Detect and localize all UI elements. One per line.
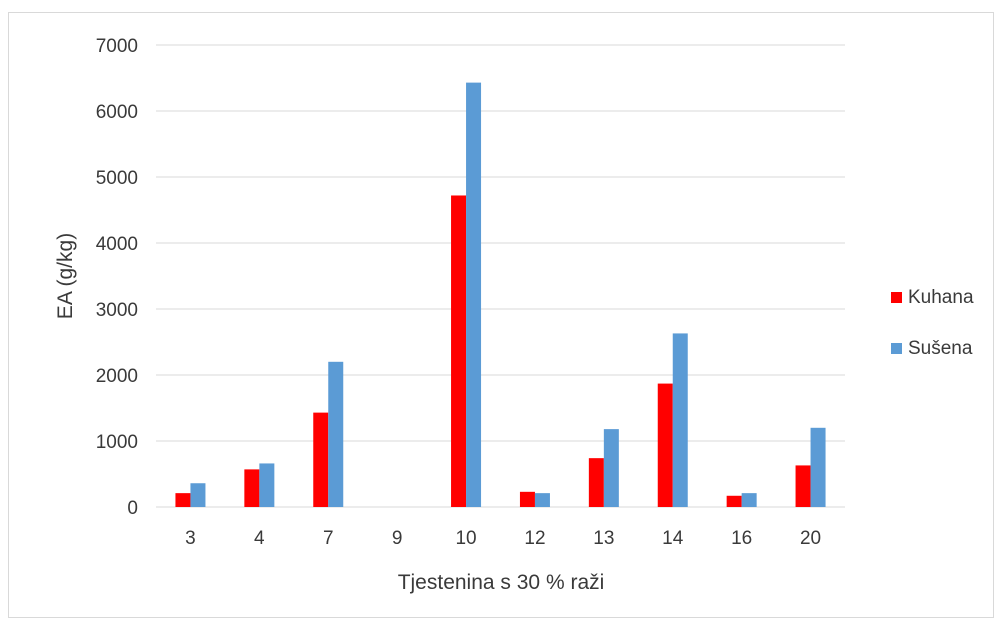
bar-susena-10 <box>466 82 482 508</box>
bar-kuhana-13 <box>588 458 604 507</box>
x-tick-label: 10 <box>455 528 476 549</box>
y-axis-title: EA (g/kg) <box>54 233 77 319</box>
legend: Kuhana Sušena <box>891 287 974 359</box>
y-axis-tick-labels: 0 1000 2000 3000 4000 5000 6000 7000 <box>96 36 138 519</box>
bars <box>175 82 826 508</box>
y-tick-label: 3000 <box>96 300 138 321</box>
x-tick-label: 13 <box>593 528 614 549</box>
x-axis-title: Tjestenina s 30 % raži <box>398 571 605 594</box>
y-tick-label: 5000 <box>96 168 138 189</box>
x-tick-label: 3 <box>185 528 196 549</box>
x-tick-label: 9 <box>392 528 403 549</box>
bar-kuhana-10 <box>451 195 467 508</box>
legend-swatch-susena <box>891 343 902 354</box>
bar-kuhana-4 <box>244 469 260 507</box>
bar-kuhana-14 <box>657 383 673 507</box>
bar-susena-3 <box>190 483 206 507</box>
bar-susena-12 <box>534 493 550 507</box>
y-tick-label: 4000 <box>96 234 138 255</box>
bar-susena-20 <box>810 427 826 507</box>
bar-susena-13 <box>603 429 619 507</box>
bar-susena-16 <box>741 493 757 507</box>
bar-susena-4 <box>259 463 275 507</box>
x-tick-label: 16 <box>731 528 752 549</box>
bar-kuhana-16 <box>726 495 742 507</box>
y-tick-label: 2000 <box>96 366 138 387</box>
legend-label-kuhana: Kuhana <box>908 287 974 308</box>
y-tick-label: 1000 <box>96 432 138 453</box>
legend-label-susena: Sušena <box>908 338 973 359</box>
x-axis-tick-labels: 3 4 7 9 10 12 13 14 16 20 <box>185 528 821 549</box>
bar-kuhana-3 <box>175 493 191 507</box>
bar-susena-14 <box>672 333 688 507</box>
bar-kuhana-20 <box>795 465 811 507</box>
gridlines <box>156 44 845 508</box>
bar-kuhana-12 <box>519 491 535 507</box>
x-tick-label: 12 <box>524 528 545 549</box>
x-tick-label: 7 <box>323 528 334 549</box>
x-tick-label: 20 <box>800 528 821 549</box>
x-tick-label: 4 <box>254 528 265 549</box>
y-tick-label: 7000 <box>96 36 138 57</box>
bar-kuhana-7 <box>313 412 329 507</box>
x-tick-label: 14 <box>662 528 684 549</box>
y-tick-label: 0 <box>127 498 138 519</box>
bar-susena-7 <box>328 361 344 507</box>
legend-swatch-kuhana <box>891 292 902 303</box>
y-tick-label: 6000 <box>96 102 138 123</box>
chart-frame <box>8 12 994 618</box>
